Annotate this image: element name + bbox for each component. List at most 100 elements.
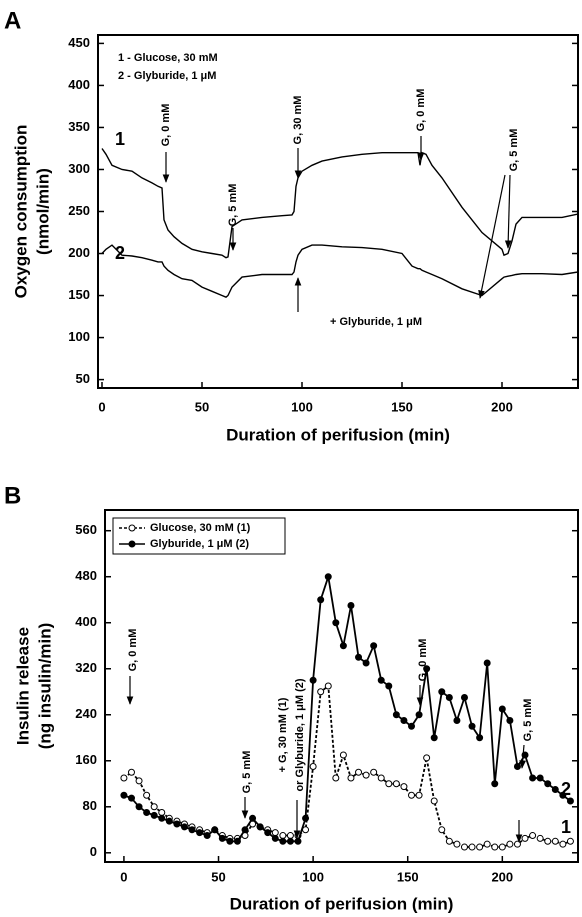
data-point — [521, 834, 529, 842]
data-point — [551, 837, 559, 845]
data-point — [150, 803, 158, 811]
data-point — [415, 791, 423, 799]
data-point — [423, 754, 431, 762]
data-point — [370, 642, 378, 650]
data-point — [566, 797, 574, 805]
data-point — [286, 837, 294, 845]
x-tick-label: 200 — [491, 399, 513, 414]
data-point — [150, 811, 158, 819]
annotation: 2 - Glyburide, 1 μM — [118, 70, 216, 82]
data-point — [188, 826, 196, 834]
y-tick-label: 160 — [75, 752, 97, 767]
data-point — [430, 797, 438, 805]
arrow — [504, 174, 512, 249]
data-point — [309, 676, 317, 684]
panel: B 0 80 160 240 320 400 480 560 0 50 100 150 200 Durati… — [4, 482, 579, 913]
data-point — [143, 809, 151, 817]
y-tick-label: 50 — [76, 371, 90, 386]
annotation: 2 — [561, 779, 571, 799]
y-tick-label: 300 — [68, 161, 90, 176]
annotation: G, 5 mM — [241, 751, 253, 794]
data-point — [392, 711, 400, 719]
data-point — [324, 573, 332, 581]
data-point — [430, 734, 438, 742]
y-tick-label: 250 — [68, 203, 90, 218]
legend-label: Glucose, 30 mM (1) — [150, 522, 251, 534]
data-point — [513, 840, 521, 848]
series-line — [101, 148, 578, 259]
data-point — [498, 843, 506, 851]
data-point — [271, 834, 279, 842]
data-point — [513, 763, 521, 771]
annotation: G, 5 mM — [508, 129, 520, 172]
data-point — [249, 814, 257, 822]
data-point — [468, 722, 476, 730]
x-axis-label: Duration of perifusion (min) — [230, 894, 454, 913]
data-point — [309, 763, 317, 771]
y-tick-label: 100 — [68, 329, 90, 344]
x-tick-label: 150 — [391, 399, 413, 414]
data-point — [483, 659, 491, 667]
arrow — [519, 744, 527, 769]
data-point — [377, 676, 385, 684]
plot-frame — [104, 509, 579, 863]
data-point — [438, 688, 446, 696]
annotation: + G, 30 mM (1) — [277, 697, 289, 772]
x-tick-label: 100 — [291, 399, 313, 414]
data-point — [120, 774, 128, 782]
data-point — [445, 694, 453, 702]
data-point — [279, 837, 287, 845]
data-point — [286, 832, 294, 840]
plot-area — [101, 148, 578, 299]
data-point — [506, 840, 514, 848]
legend-marker — [128, 524, 136, 532]
data-point — [173, 820, 181, 828]
annotation: G, 5 mM — [227, 184, 239, 227]
data-point — [355, 653, 363, 661]
panel-letter: B — [4, 482, 21, 509]
data-point — [491, 780, 499, 788]
x-tick-label: 100 — [302, 869, 324, 884]
annotation: G, 30 mM — [292, 96, 304, 145]
annotation: G, 0 mM — [417, 639, 429, 682]
data-point — [392, 780, 400, 788]
data-point — [362, 771, 370, 779]
y-tick-label: 560 — [75, 522, 97, 537]
data-point — [400, 783, 408, 791]
panel: A 50 100 150 200 250 300 350 400 450 0 50 100 150 200 D… — [4, 7, 579, 444]
data-point — [476, 734, 484, 742]
y-tick-label: 450 — [68, 35, 90, 50]
data-point — [355, 768, 363, 776]
data-point — [180, 823, 188, 831]
data-point — [566, 837, 574, 845]
data-point — [127, 794, 135, 802]
annotation: 2 — [115, 243, 125, 263]
data-point — [347, 774, 355, 782]
data-point — [256, 823, 264, 831]
y-axis-label: (nmol/min) — [33, 168, 52, 255]
data-point — [362, 659, 370, 667]
data-point — [127, 768, 135, 776]
data-point — [460, 694, 468, 702]
data-point — [135, 777, 143, 785]
annotation: G, 0 mM — [415, 89, 427, 132]
data-point — [415, 711, 423, 719]
data-point — [332, 619, 340, 627]
data-point — [218, 834, 226, 842]
data-point — [370, 768, 378, 776]
data-point — [536, 774, 544, 782]
data-point — [453, 717, 461, 725]
data-point — [408, 791, 416, 799]
y-axis-label: Insulin release — [13, 627, 32, 745]
x-tick-label: 50 — [211, 869, 225, 884]
annotation: 1 — [115, 129, 125, 149]
y-tick-label: 350 — [68, 119, 90, 134]
legend-box — [112, 517, 286, 555]
data-point — [120, 791, 128, 799]
data-point — [423, 665, 431, 673]
data-point — [498, 705, 506, 713]
data-point — [551, 786, 559, 794]
annotation: 1 - Glucose, 30 mM — [118, 52, 218, 64]
annotation: + Glyburide, 1 μM — [330, 316, 422, 328]
